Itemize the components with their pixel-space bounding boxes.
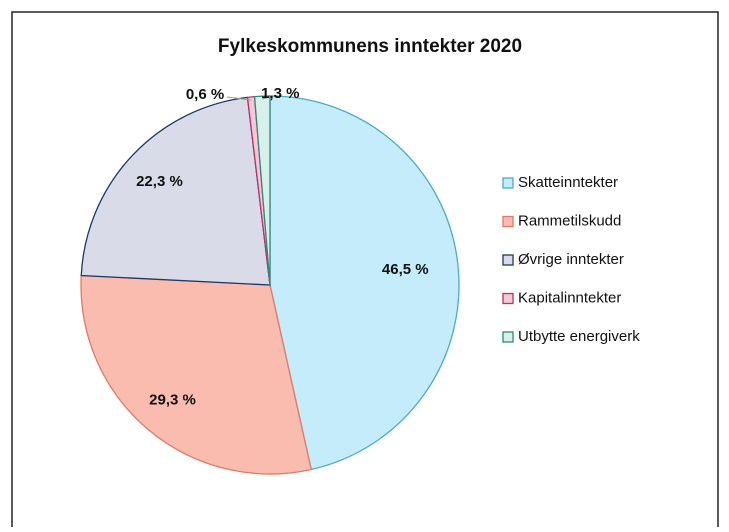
legend: Skatteinntekter Rammetilskudd Øvrige innte… [502,174,640,345]
data-label: 22,3 % [136,173,183,190]
data-label: 29,3 % [149,392,196,409]
legend-label: Skatteinntekter [518,174,618,191]
legend-swatch [502,177,514,189]
legend-label: Utbytte energiverk [518,328,640,345]
legend-swatch [502,215,514,228]
legend-swatch [502,292,514,305]
leader-line [262,95,273,100]
legend-label: Øvrige inntekter [518,251,624,268]
pie-slice [80,274,313,475]
leader-line [226,96,252,101]
legend-swatch [502,254,514,266]
pie-slice [80,96,271,286]
pie: 46,5 % 29,3 % 22,3 % 0,6 % 1,3 % [80,85,460,475]
data-label: 0,6 % [186,86,224,103]
chart-title: Fylkeskommunens inntekter 2020 [218,36,522,57]
legend-label: Kapitalinntekter [518,289,621,306]
data-label: 46,5 % [382,261,429,278]
pie-slice [253,95,271,286]
pie-slice [269,95,460,471]
data-label: 1,3 % [261,85,299,102]
legend-label: Rammetilskudd [518,212,621,229]
legend-swatch [502,331,514,343]
